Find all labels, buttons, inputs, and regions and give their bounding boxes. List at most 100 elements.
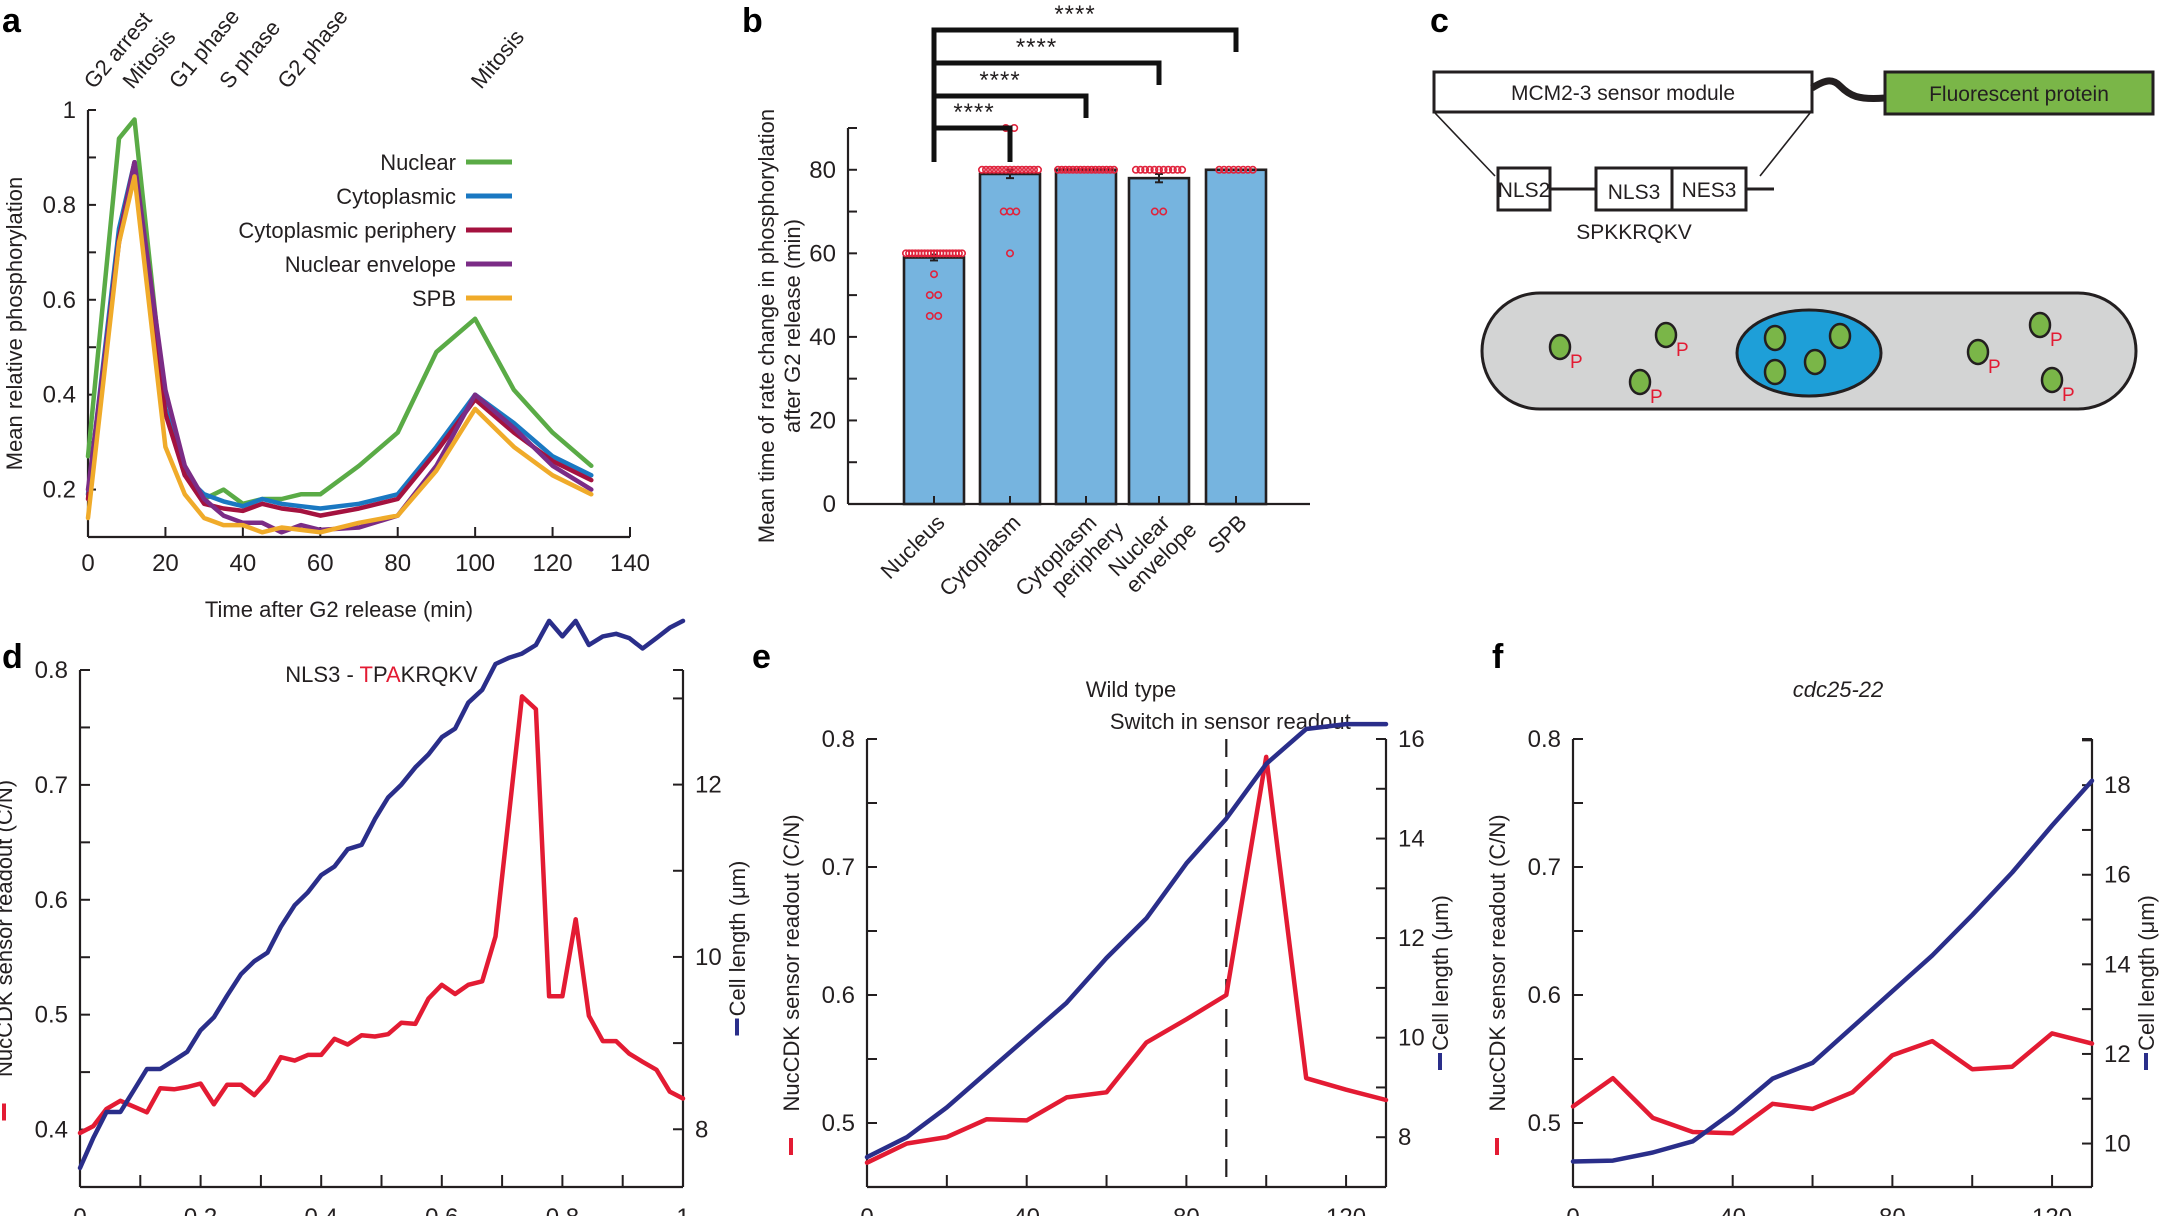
x-tick-label: 100 [455,550,495,577]
x-tick-label: 1 [676,1204,689,1216]
data-point [957,249,966,258]
x-tick-label: 120 [2032,1204,2072,1216]
data-point [1005,165,1014,174]
y-tick-label: 20 [809,407,836,434]
zoom-line-right [1759,112,1811,177]
x-tick-label-line: Nucleus [876,510,950,584]
series-line-cytoplasmic-periphery [85,159,594,518]
y-tick-label: 0.4 [43,382,76,409]
data-point [989,165,998,174]
legend-label: Cytoplasmic [336,184,456,209]
y-axis-label-left: NucCDK sensor readout (C/N) [1485,814,1510,1111]
data-point [1150,207,1159,216]
panel-a-line-chart: 0.2 0.4 0.6 0.8 1 0 20 40 60 80 100 120 140 Time afte… [2,4,650,622]
data-point [1150,165,1159,174]
x-tick-label: 20 [152,550,179,577]
y-tick-label: 0.8 [35,657,68,684]
x-tick-label: 120 [1326,1204,1366,1216]
y-axis-label: Mean time of rate change in phosphorylat… [754,109,805,543]
phosphorylated-sensor-icon [1628,368,1652,396]
phospho-label: P [2050,330,2063,351]
nuclear-sensor-icon [1763,324,1787,352]
domain-nes3-label: NES3 [1682,179,1737,202]
y-tick-label: 0.8 [822,726,855,753]
data-point [929,270,938,279]
phospho-label: P [1570,352,1583,373]
domain-nls3-label: NLS3 [1608,181,1661,204]
y-tick-label-right: 18 [2104,772,2131,799]
panel-d-line-chart: 0.40.50.60.70.88101200.20.40.60.81Cell c… [0,618,750,1216]
data-point [1068,165,1077,174]
panel-letter-e: e [752,638,771,676]
data-point [1076,165,1085,174]
y-tick-label-right: 12 [695,772,722,799]
legend-label: SPB [412,286,456,311]
data-point [1030,165,1039,174]
data-point [1021,165,1030,174]
x-tick-label: Cytoplasm [934,510,1025,601]
data-point [934,291,943,300]
y-axis-label-line: Mean time of rate change in phosphorylat… [754,109,779,543]
title-part: P [373,662,387,687]
data-point [1159,165,1168,174]
phosphorylated-sensor-icon [1654,321,1678,349]
y-tick-label: 0.6 [1528,982,1561,1009]
x-tick-label: 0 [81,550,94,577]
y-tick-label: 0.7 [1528,854,1561,881]
significance-label: **** [1054,1,1095,28]
y-tick-label: 1 [63,97,76,124]
data-point [1239,165,1248,174]
data-point [1034,165,1043,174]
significance-bracket [931,93,1089,133]
data-point [993,165,1002,174]
data-point [1164,165,1173,174]
x-tick-label: 0 [860,1204,873,1216]
x-tick-label: 140 [610,550,650,577]
data-point [954,249,963,258]
y-tick-label: 0.8 [1528,726,1561,753]
y-tick-label-right: 14 [1398,826,1425,853]
x-tick-label: 0.6 [425,1204,458,1216]
x-tick-label: 40 [230,550,257,577]
x-tick-label: 40 [1719,1204,1746,1216]
data-point [1178,165,1187,174]
x-tick-label: 0.2 [184,1204,217,1216]
x-tick-label: 0 [1566,1204,1579,1216]
data-point [1001,165,1010,174]
y-axis-label-left: NucCDK sensor readout (C/N) [779,814,804,1111]
y-tick-label: 60 [809,240,836,267]
data-point [1173,165,1182,174]
y-tick-label: 80 [809,157,836,184]
data-point [1229,165,1238,174]
series-line-nuclear-envelope [85,159,594,535]
legend-label: Nuclear envelope [285,252,456,277]
phase-annotation: Mitosis [466,25,529,94]
y-tick-label-right: 16 [2104,862,2131,889]
data-point [1102,165,1111,174]
x-tick-label-line: Cytoplasm [934,510,1025,601]
data-point [1017,165,1026,174]
data-point [925,311,934,320]
data-point [1005,249,1014,258]
panel-b-bar-chart: 0 20 40 60 80 Mean time of rate change in pho… [754,1,1310,601]
zoom-line-left [1434,112,1496,177]
fluorescent-protein-label: Fluorescent protein [1929,83,2109,106]
y-axis-label-right: Cell length (μm) [1428,895,1453,1051]
x-tick-label: Nucleus [876,510,950,584]
significance-label: **** [1016,34,1057,61]
data-point [1155,165,1164,174]
x-tick-label: SPB [1203,510,1252,559]
y-tick-label-right: 16 [1398,726,1425,753]
y-tick-label: 0.7 [35,772,68,799]
x-tick-label: Nuclearenvelope [1103,500,1201,598]
y-tick-label-right: 14 [2104,951,2131,978]
data-point [1057,165,1066,174]
data-point [1061,165,1070,174]
domain-nls2-label: NLS2 [1498,179,1551,202]
x-tick-label: 0.4 [305,1204,338,1216]
x-tick-label: 80 [384,550,411,577]
title-part: NLS3 - [285,662,359,687]
data-point [1220,165,1229,174]
significance-bracket [931,60,1162,100]
x-axis-label: Time after G2 release (min) [205,597,473,622]
